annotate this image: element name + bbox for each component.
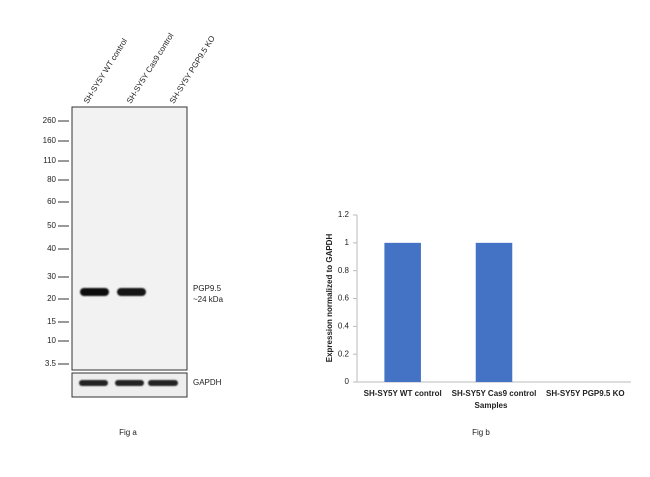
caption: Fig a — [119, 428, 137, 437]
x-tick-label: SH-SY5Y PGP9.5 KO — [546, 389, 625, 398]
band — [117, 288, 146, 296]
lane-label: SH-SY5Y Cas9 control — [125, 31, 176, 105]
control-label: GAPDH — [193, 378, 222, 387]
marker-label: 110 — [43, 156, 56, 165]
band — [115, 380, 144, 386]
band-size: ~24 kDa — [193, 295, 224, 304]
y-tick-label: 0.8 — [338, 266, 350, 275]
y-axis-label: Expression normalized to GAPDH — [325, 234, 334, 363]
marker-label: 15 — [47, 317, 56, 326]
x-tick-label: SH-SY5Y Cas9 control — [452, 389, 537, 398]
marker-label: 260 — [43, 116, 57, 125]
marker-label: 10 — [47, 336, 56, 345]
marker-label: 40 — [47, 244, 56, 253]
marker-label: 3.5 — [45, 359, 57, 368]
bar — [384, 242, 421, 382]
y-tick-label: 0 — [345, 377, 350, 386]
marker-label: 80 — [47, 175, 56, 184]
band — [148, 380, 178, 386]
x-axis-label: Samples — [475, 401, 508, 410]
y-tick-label: 1.2 — [338, 210, 350, 219]
blot-panel — [71, 106, 188, 371]
caption: Fig b — [472, 428, 490, 437]
marker-label: 50 — [47, 221, 56, 230]
band — [79, 380, 108, 386]
band — [80, 288, 109, 296]
marker-label: 160 — [43, 136, 57, 145]
bar — [475, 242, 513, 382]
band-label: PGP9.5 — [193, 284, 222, 293]
marker-label: 20 — [47, 294, 56, 303]
y-tick-label: 0.4 — [338, 321, 350, 330]
marker-label: 30 — [47, 272, 56, 281]
lane-label: SH-SY5Y PGP9.5 KO — [168, 34, 217, 105]
marker-label: 60 — [47, 197, 56, 206]
lane-label: SH-SY5Y WT control — [82, 37, 129, 105]
y-tick-label: 0.2 — [338, 349, 350, 358]
x-tick-label: SH-SY5Y WT control — [364, 389, 442, 398]
y-tick-label: 0.6 — [338, 294, 350, 303]
y-tick-label: 1 — [345, 238, 350, 247]
